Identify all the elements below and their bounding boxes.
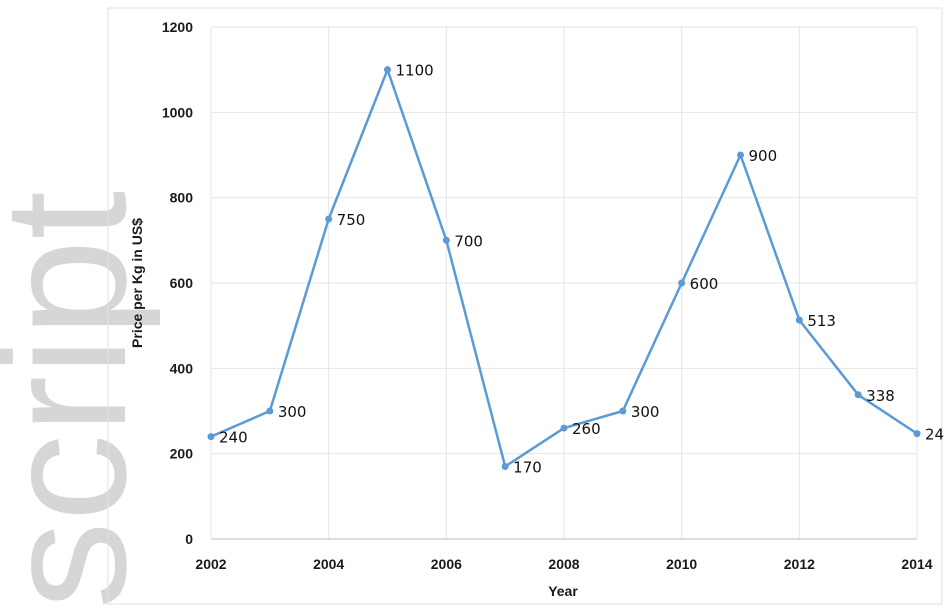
data-labels: 240 300 750 1100 700 170 260 300 600 900 513 338 247 [219, 62, 945, 477]
y-tick-label-800: 800 [170, 190, 194, 206]
y-tick-label-400: 400 [170, 360, 194, 376]
data-point-2002 [207, 433, 215, 441]
x-tick-label-2004: 2004 [313, 556, 344, 572]
data-label-2007: 170 [513, 458, 542, 476]
data-label-2014: 247 [925, 426, 945, 444]
data-label-2009: 300 [631, 403, 660, 421]
data-point-2007 [501, 462, 509, 470]
data-label-2012: 513 [807, 312, 836, 330]
x-tick-label-2010: 2010 [666, 556, 697, 572]
y-tick-label-200: 200 [170, 446, 194, 462]
data-point-2009 [619, 407, 627, 415]
data-label-2011: 900 [749, 147, 778, 165]
data-point-2012 [795, 316, 803, 324]
data-label-2003: 300 [278, 403, 307, 421]
x-tick-label-2002: 2002 [195, 556, 226, 572]
y-tick-label-1200: 1200 [162, 19, 193, 35]
data-point-2010 [678, 279, 686, 287]
axes: 0 200 400 600 800 1000 1200 2002 2004 2006 2008 201… [162, 19, 933, 572]
script-watermark-text: script [0, 191, 160, 609]
data-label-2005: 1100 [396, 62, 434, 80]
y-tick-label-0: 0 [185, 531, 193, 547]
data-label-2010: 600 [690, 275, 719, 293]
data-point-2003 [266, 407, 274, 415]
data-point-2011 [737, 151, 744, 159]
x-axis-title: Year [548, 583, 578, 599]
data-label-2006: 700 [454, 232, 483, 250]
data-point-2014 [913, 430, 921, 438]
x-tick-label-2008: 2008 [548, 556, 579, 572]
script-watermark-graphic: script [0, 191, 160, 609]
data-point-2004 [325, 215, 333, 223]
y-tick-label-1000: 1000 [162, 104, 193, 120]
plot-frame [107, 7, 943, 605]
data-label-2008: 260 [572, 420, 601, 438]
data-point-2013 [854, 391, 862, 399]
x-tick-label-2006: 2006 [431, 556, 462, 572]
gridlines [211, 26, 918, 539]
y-axis-title: Price per Kg in US$ [129, 218, 145, 348]
x-tick-label-2014: 2014 [901, 556, 932, 572]
x-tick-label-2012: 2012 [784, 556, 815, 572]
data-point-2008 [560, 424, 568, 432]
data-series [207, 66, 921, 470]
data-point-2006 [442, 236, 450, 244]
data-label-2004: 750 [337, 211, 366, 229]
y-tick-label-600: 600 [170, 275, 194, 291]
data-label-2002: 240 [219, 429, 248, 447]
data-point-2005 [384, 66, 391, 74]
data-label-2013: 338 [866, 387, 895, 405]
script-watermark: script [0, 0, 160, 609]
